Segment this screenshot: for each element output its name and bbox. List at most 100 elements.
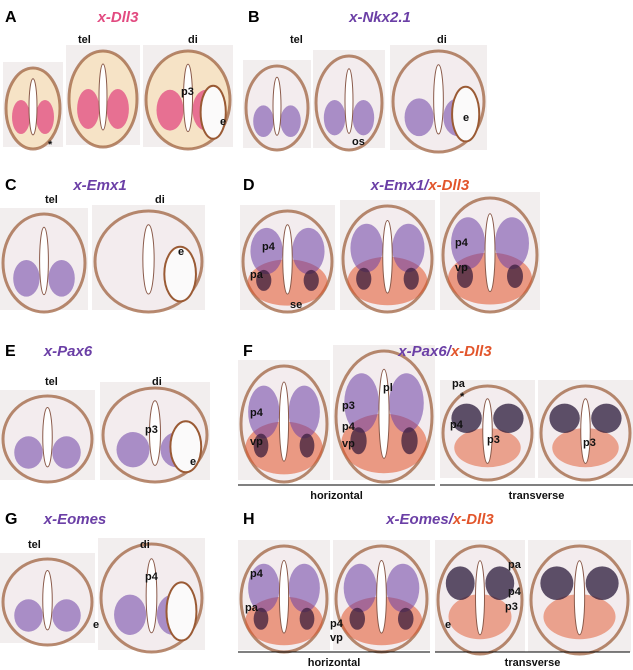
region-label: pa bbox=[508, 559, 522, 571]
region-label: p3 bbox=[583, 437, 596, 449]
stain bbox=[343, 563, 377, 613]
section-label: transverse bbox=[505, 657, 561, 669]
region-label: p4 bbox=[250, 568, 264, 580]
stain bbox=[540, 566, 574, 600]
region-label: pa bbox=[250, 269, 264, 281]
region-label: p4 bbox=[508, 586, 522, 598]
region-label: pa bbox=[452, 378, 466, 390]
panel-title: x-Emx1 bbox=[72, 177, 126, 194]
region-label: p4 bbox=[250, 407, 264, 419]
stain bbox=[493, 403, 524, 433]
stain bbox=[256, 269, 272, 291]
stain bbox=[349, 607, 366, 630]
stain bbox=[352, 100, 375, 136]
section-image bbox=[333, 540, 430, 654]
stain bbox=[248, 563, 280, 613]
region-label: di bbox=[188, 34, 198, 46]
stain bbox=[114, 594, 147, 635]
region-label: * bbox=[460, 391, 465, 403]
ventricle bbox=[376, 560, 387, 634]
ventricle bbox=[482, 398, 493, 464]
ventricle bbox=[433, 64, 444, 135]
stain bbox=[250, 227, 283, 275]
region-label: pl bbox=[383, 382, 393, 394]
title-part: x-Pax6/ bbox=[397, 343, 452, 360]
stain bbox=[350, 223, 383, 273]
eye bbox=[165, 581, 198, 642]
title-part: x-Emx1/ bbox=[370, 177, 430, 194]
stain bbox=[445, 566, 475, 600]
panel-title: x-Pax6 bbox=[43, 343, 93, 360]
panel-letter: E bbox=[5, 343, 16, 360]
ventricle bbox=[378, 368, 390, 459]
panel-title: x-Eomes bbox=[43, 511, 107, 528]
panel-title: x-Pax6/x-Dll3 bbox=[397, 343, 492, 360]
stain bbox=[116, 432, 150, 468]
stain bbox=[392, 223, 425, 273]
region-label: p4 bbox=[145, 571, 159, 583]
section-image bbox=[538, 380, 633, 482]
region-label: p4 bbox=[342, 421, 356, 433]
eye bbox=[199, 84, 227, 140]
section-image bbox=[238, 540, 330, 654]
ventricle bbox=[282, 224, 293, 295]
ventricle bbox=[382, 219, 393, 294]
section-image bbox=[143, 45, 233, 151]
title-part: x-Dll3 bbox=[450, 343, 493, 360]
stain bbox=[13, 259, 40, 297]
panel-letter: H bbox=[243, 511, 255, 528]
section-image bbox=[0, 390, 95, 484]
stain bbox=[48, 259, 75, 297]
ventricle bbox=[183, 63, 193, 133]
region-label: e bbox=[220, 116, 226, 128]
panel-letter: D bbox=[243, 177, 255, 194]
stain bbox=[253, 433, 269, 458]
region-label: di bbox=[155, 194, 165, 206]
stain bbox=[299, 607, 315, 630]
ventricle bbox=[573, 560, 586, 636]
region-label: tel bbox=[78, 34, 91, 46]
section-image bbox=[238, 360, 330, 484]
ventricle bbox=[145, 558, 158, 634]
eye bbox=[169, 420, 203, 474]
ventricle bbox=[98, 63, 108, 131]
stain bbox=[404, 98, 434, 137]
section-image bbox=[390, 45, 487, 154]
region-label: * bbox=[48, 139, 53, 151]
stain bbox=[549, 403, 580, 433]
stain bbox=[389, 373, 424, 433]
stain bbox=[303, 269, 319, 291]
section-image bbox=[243, 60, 311, 152]
eye bbox=[163, 245, 197, 303]
stain bbox=[77, 89, 100, 129]
region-label: tel bbox=[28, 539, 41, 551]
region-label: di bbox=[140, 539, 150, 551]
panel-title: x-Dll3 bbox=[97, 9, 140, 26]
section-image bbox=[3, 62, 63, 151]
ventricle bbox=[580, 398, 591, 464]
ventricle bbox=[39, 226, 49, 296]
region-label: tel bbox=[45, 194, 58, 206]
stain bbox=[52, 436, 81, 469]
ventricle bbox=[278, 381, 290, 462]
panel-letter: C bbox=[5, 177, 17, 194]
region-label: pa bbox=[245, 602, 259, 614]
region-label: e bbox=[93, 619, 99, 631]
stain bbox=[292, 227, 325, 275]
title-part: x-Dll3 bbox=[427, 177, 470, 194]
ventricle bbox=[484, 213, 496, 293]
stain bbox=[451, 217, 485, 270]
section-image bbox=[440, 192, 540, 314]
stain bbox=[344, 373, 379, 433]
panel-letter: A bbox=[5, 9, 17, 26]
ventricle bbox=[28, 78, 38, 136]
title-part: x-Nkx2.1 bbox=[348, 9, 411, 26]
region-label: vp bbox=[250, 436, 263, 448]
region-label: p3 bbox=[505, 601, 518, 613]
stain bbox=[288, 563, 320, 613]
stain bbox=[36, 100, 54, 134]
section-label: horizontal bbox=[310, 490, 363, 502]
region-label: p4 bbox=[455, 237, 469, 249]
region-label: vp bbox=[455, 262, 468, 274]
section-image bbox=[66, 45, 140, 149]
